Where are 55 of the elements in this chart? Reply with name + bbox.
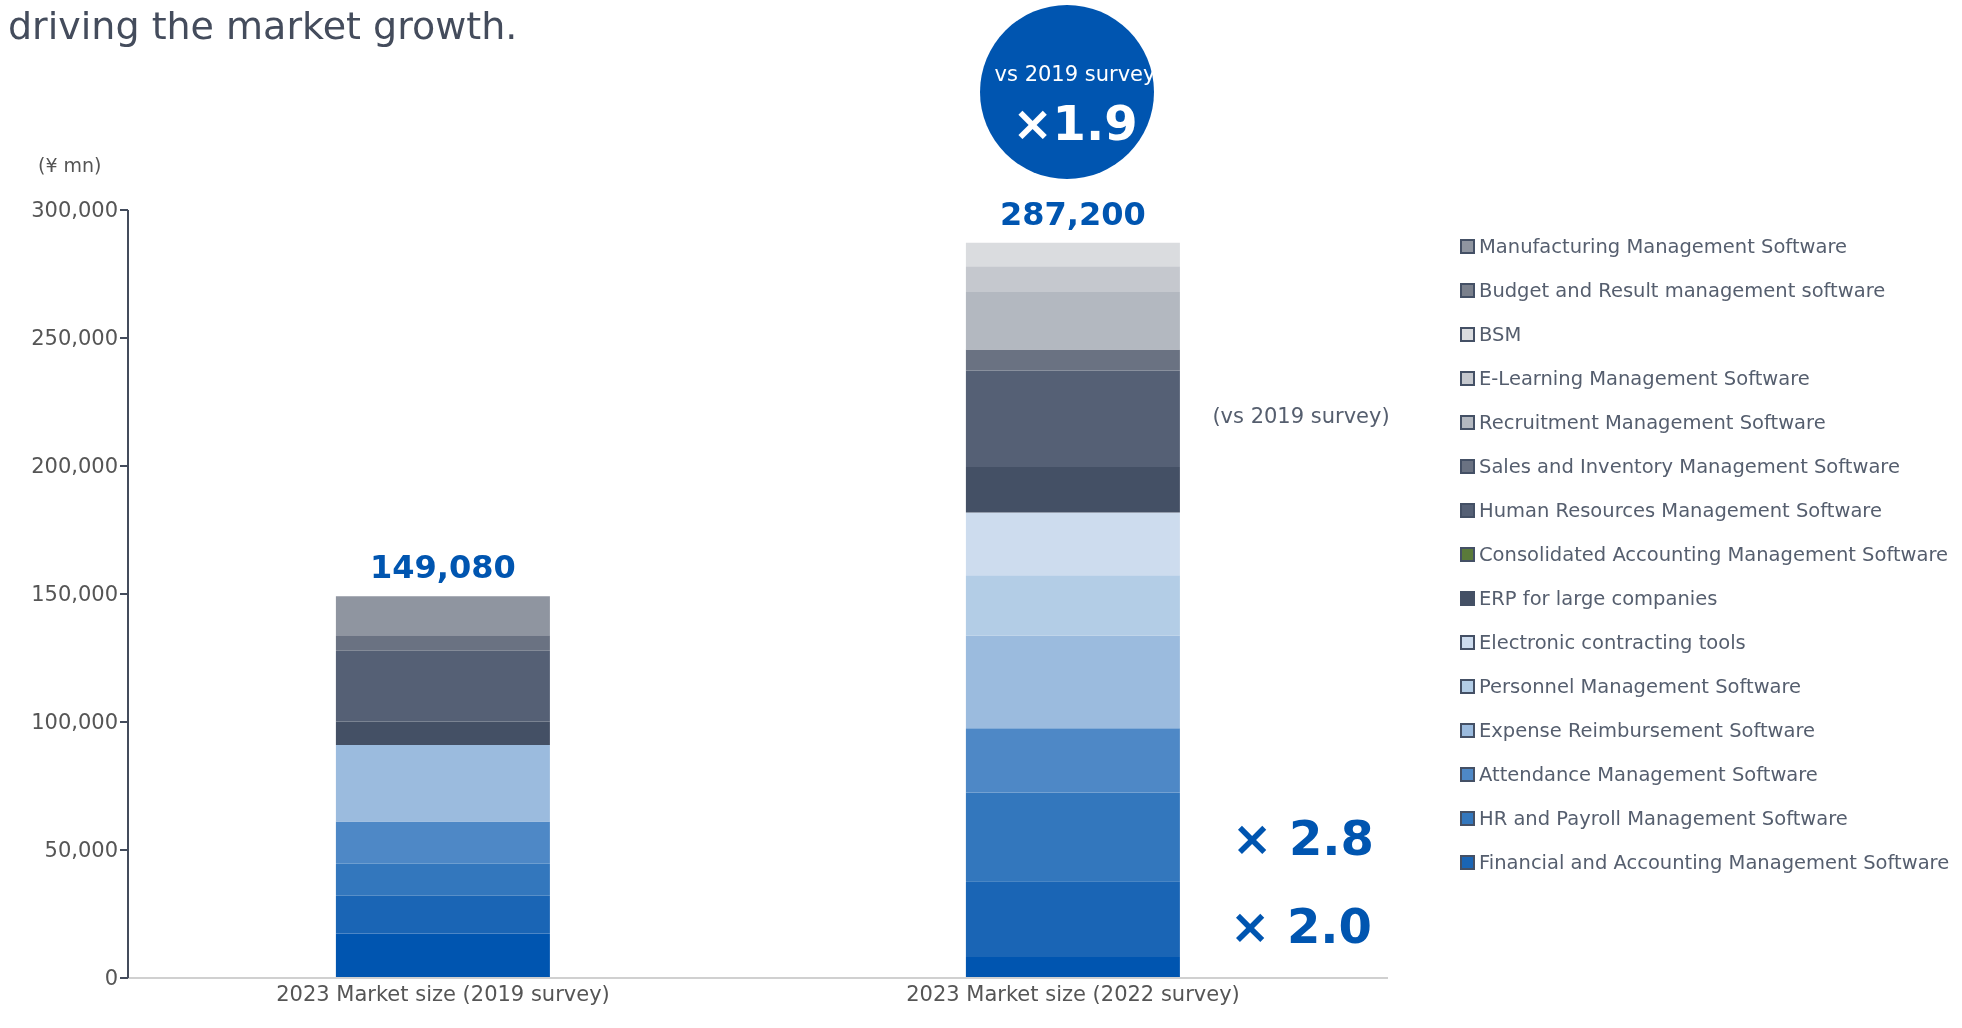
legend-label: Personnel Management Software — [1478, 673, 1803, 700]
total-label: 149,080 — [370, 548, 516, 587]
total-label: 287,200 — [1000, 194, 1146, 233]
y-tick-label: 250,000 — [31, 326, 118, 351]
y-tick-label: 300,000 — [31, 198, 118, 223]
legend-label: Human Resources Management Software — [1478, 497, 1883, 524]
legend-label: E-Learning Management Software — [1478, 365, 1811, 392]
legend-label: Recruitment Management Software — [1478, 409, 1827, 436]
bar — [335, 863, 550, 896]
y-axis-title: (¥ mn) — [38, 154, 102, 176]
x-tick-label: 2023 Market size (2022 survey) — [906, 981, 1240, 1006]
bar — [965, 349, 1180, 371]
legend-label: HR and Payroll Management Software — [1478, 805, 1849, 832]
bar — [965, 370, 1180, 468]
bar — [965, 957, 1180, 978]
bar — [965, 467, 1180, 513]
y-tick-label: 200,000 — [31, 454, 118, 479]
bar — [335, 596, 550, 636]
y-tick-label: 100,000 — [31, 710, 118, 735]
chart-title: driving the market growth. — [8, 4, 518, 48]
bar — [965, 792, 1180, 882]
legend-label: Budget and Result management software — [1478, 277, 1887, 304]
bar — [335, 821, 550, 864]
bar — [965, 635, 1180, 729]
text: ×1.9 — [1012, 95, 1138, 151]
bar — [335, 933, 550, 978]
annotation: × 2.0 — [1230, 898, 1372, 954]
legend-label: Consolidated Accounting Management Software — [1478, 541, 1950, 568]
bar — [335, 721, 550, 746]
legend-label: Financial and Accounting Management Software — [1478, 849, 1950, 876]
legend-label: Manufacturing Management Software — [1478, 233, 1848, 260]
legend-label: Attendance Management Software — [1478, 761, 1819, 788]
bar — [335, 650, 550, 722]
bar — [965, 728, 1180, 793]
x-tick-label: 2023 Market size (2019 survey) — [276, 981, 610, 1006]
bar — [335, 745, 550, 822]
legend-label: BSM — [1478, 321, 1523, 348]
y-tick-label: 0 — [104, 966, 118, 991]
bar — [965, 291, 1180, 350]
legend-label: Electronic contracting tools — [1478, 629, 1747, 656]
y-tick-label: 150,000 — [31, 582, 118, 607]
legend-label: ERP for large companies — [1478, 585, 1719, 612]
bar — [965, 242, 1180, 267]
text: vs 2019 survey — [994, 62, 1156, 86]
legend-label: Expense Reimbursement Software — [1478, 717, 1817, 744]
bar — [965, 266, 1180, 292]
bar — [965, 512, 1180, 576]
bar — [335, 635, 550, 651]
bar — [335, 895, 550, 934]
y-tick-label: 50,000 — [44, 838, 118, 863]
annotation: × 2.8 — [1232, 810, 1374, 866]
legend-label: Sales and Inventory Management Software — [1478, 453, 1901, 480]
bar — [965, 575, 1180, 636]
annotation: (vs 2019 survey) — [1212, 404, 1390, 428]
bar — [965, 881, 1180, 958]
